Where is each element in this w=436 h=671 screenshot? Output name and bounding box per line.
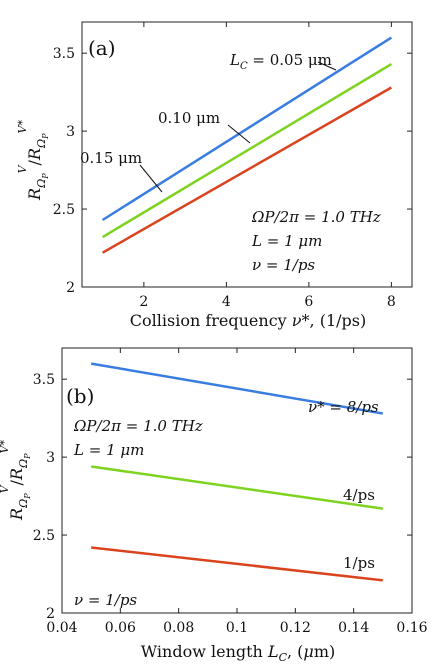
- panel-b-series: [90, 362, 384, 582]
- panel-b-xtick-label: 0.08: [163, 620, 194, 636]
- panel-a-xtick-label: 8: [387, 294, 396, 310]
- panel-a-frame: [81, 21, 413, 288]
- panel-a-xtick-label: 6: [304, 294, 313, 310]
- panel-b-nu: ν = 1/ps: [74, 591, 137, 609]
- panel-b-xlabel: Window length LC, (μm): [141, 642, 336, 664]
- panel-b-label-1: 1/ps: [343, 554, 375, 572]
- panel-a-series: [101, 36, 393, 254]
- panel-b-ytick-label: 3: [46, 450, 55, 466]
- panel-a-series-line-1: [101, 36, 393, 222]
- panel-b-ytick-label: 3.5: [33, 372, 55, 388]
- panel-a-leader-lc005: [317, 61, 337, 71]
- panel-a-ytick-label: 3.5: [53, 46, 75, 62]
- panel-a-xtick-label: 4: [222, 294, 231, 310]
- panel-b-tag: (b): [66, 384, 94, 408]
- panel-a-label-lc005: LC = 0.05 μm: [229, 51, 332, 72]
- panel-b-xtick-label: 0.12: [280, 620, 311, 636]
- panel-b-xtick-label: 0.04: [46, 620, 77, 636]
- panel-b-xtick-label: 0.06: [105, 620, 136, 636]
- panel-a-param-3: ν = 1/ps: [252, 256, 315, 274]
- panel-a-ylabel: RΩPV/RΩPV*: [16, 120, 50, 201]
- panel-a-series-line-2: [101, 63, 393, 239]
- panel-a-series-line-3: [101, 86, 393, 254]
- panel-a-param-2: L = 1 μm: [251, 232, 322, 250]
- panel-b-ylabel: RΩPV/RΩPV*: [0, 440, 32, 521]
- panel-b-ytick-label: 2: [46, 606, 55, 622]
- panel-a-ticks: 2 4 6 8 2 2.5 3 3.5: [53, 22, 412, 310]
- panel-a-tag: (a): [88, 36, 116, 60]
- panel-b-xtick-label: 0.1: [226, 620, 248, 636]
- panel-a-label-015: 0.15 μm: [80, 149, 142, 167]
- panel-a-ytick-label: 2.5: [53, 202, 75, 218]
- panel-b-param-2: L = 1 μm: [73, 441, 144, 459]
- panel-a-leader-010: [227, 124, 251, 144]
- panel-a: 2 4 6 8 2 2.5 3 3.5 (a) RΩPV/RΩPV* Collision fr…: [16, 21, 413, 330]
- panel-b-series-line-3: [91, 546, 383, 582]
- panel-b-xtick-label: 0.16: [396, 620, 427, 636]
- panel-a-param-1: ΩP/2π = 1.0 THz: [251, 208, 381, 226]
- panel-b-series-line-2: [91, 465, 383, 510]
- panel-a-xtick-label: 2: [139, 294, 148, 310]
- panel-a-ytick-label: 3: [66, 124, 75, 140]
- panel-a-label-010: 0.10 μm: [158, 109, 220, 127]
- panel-a-ytick-label: 2: [66, 280, 75, 296]
- panel-a-leader-015: [139, 164, 163, 193]
- panel-b-xtick-label: 0.14: [338, 620, 369, 636]
- panel-b-ytick-label: 2.5: [33, 528, 55, 544]
- panel-b-label-4: 4/ps: [343, 486, 375, 504]
- panel-b-ticks: 0.04 0.06 0.08 0.1 0.12 0.14 0.16 2 2.5 3 3.5: [33, 348, 428, 636]
- panel-b-series-line-1: [90, 362, 384, 415]
- panel-b-param-1: ΩP/2π = 1.0 THz: [73, 417, 203, 435]
- panel-b-label-8: ν* = 8/ps: [308, 398, 379, 416]
- panel-a-xlabel: Collision frequency ν*, (1/ps): [130, 311, 366, 330]
